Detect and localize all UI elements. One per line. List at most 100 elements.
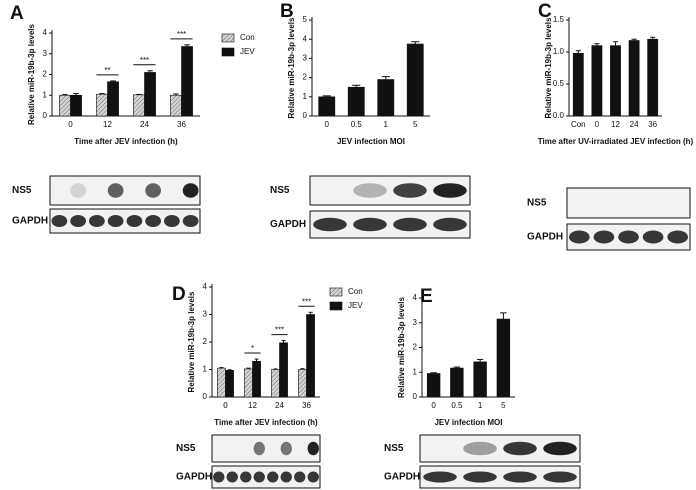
y-axis-label: Relative miR-19b-3p levels	[544, 17, 553, 118]
x-tick-label: 0	[431, 401, 436, 410]
x-tick-label: 36	[302, 401, 311, 410]
bar	[318, 96, 336, 117]
blot-band	[313, 217, 347, 232]
y-tick-label: 3	[203, 310, 208, 319]
error-bar	[254, 358, 259, 362]
blot-band	[253, 441, 265, 456]
bar	[59, 94, 71, 117]
blot-band	[568, 230, 590, 244]
blot-band	[307, 471, 319, 483]
y-tick-label: 2	[413, 343, 418, 352]
blot-band	[182, 215, 199, 227]
panel-label: A	[10, 3, 24, 24]
error-bar	[281, 340, 286, 343]
blot-band	[667, 230, 689, 244]
bar	[572, 52, 584, 117]
blot-band	[503, 471, 537, 483]
blot-band	[294, 471, 306, 483]
blot-band	[433, 217, 467, 232]
bar	[426, 373, 441, 398]
bar	[225, 370, 234, 398]
legend-label: Con	[348, 287, 363, 296]
blot-band	[593, 230, 615, 244]
x-axis-label: Time after JEV infection (h)	[214, 418, 318, 427]
error-bar	[99, 93, 105, 95]
significance-label: ***	[275, 326, 284, 335]
blot-panel	[211, 465, 321, 489]
blot-label: GAPDH	[12, 216, 48, 227]
bar	[144, 72, 156, 117]
significance-label: **	[104, 66, 110, 75]
bar	[347, 86, 365, 117]
blot-band	[353, 183, 387, 198]
x-tick-label: 0.5	[451, 401, 463, 410]
blot-panel	[211, 434, 321, 463]
x-tick-label: 12	[103, 120, 112, 129]
y-tick-label: 2	[43, 70, 48, 79]
y-axis-label: Relative miR-19b-3p levels	[287, 17, 296, 118]
blot-band	[463, 471, 497, 483]
error-bar	[575, 50, 581, 54]
panel-label: C	[538, 1, 552, 22]
blot-band	[89, 215, 105, 227]
x-axis-label: Time after JEV infection (h)	[74, 137, 178, 146]
legend-swatch	[329, 287, 343, 297]
blot-band	[353, 217, 387, 232]
x-tick-label: 0	[68, 120, 73, 129]
x-tick-label: 36	[648, 120, 657, 129]
y-tick-label: 2	[303, 73, 308, 82]
x-tick-label: 5	[501, 401, 506, 410]
blot-band	[164, 215, 180, 227]
x-tick-label: 12	[611, 120, 620, 129]
blot-panel	[49, 175, 201, 206]
error-bar	[430, 372, 437, 374]
y-tick-label: 1	[413, 367, 418, 376]
y-axis-label: Relative miR-19b-3p levels	[187, 291, 196, 392]
panel-label: B	[280, 1, 294, 22]
error-bar	[500, 312, 507, 320]
blot-label: GAPDH	[176, 472, 212, 483]
error-bar	[352, 84, 361, 88]
blot-band	[618, 230, 639, 244]
significance-label: ***	[302, 297, 311, 306]
y-tick-label: 0	[413, 392, 418, 401]
significance-label: *	[251, 344, 254, 353]
x-tick-label: 1	[478, 401, 483, 410]
bar	[298, 369, 307, 398]
blot-label: GAPDH	[384, 472, 420, 483]
x-tick-label: 1	[384, 120, 389, 129]
y-tick-label: 4	[413, 293, 418, 302]
x-tick-label: 24	[275, 401, 284, 410]
x-tick-label: 24	[630, 120, 639, 129]
error-bar	[110, 80, 116, 82]
bar	[628, 40, 640, 117]
error-bar	[300, 368, 305, 370]
x-tick-label: 12	[248, 401, 257, 410]
bar	[252, 360, 261, 398]
y-tick-label: 0	[303, 111, 308, 120]
blot-label: NS5	[12, 185, 32, 196]
blot-panel	[566, 187, 691, 219]
bar	[647, 38, 659, 117]
blot-band	[307, 441, 319, 456]
x-axis-label: JEV infection MOI	[434, 418, 502, 427]
blot-band	[543, 471, 577, 483]
blot-band	[642, 230, 664, 244]
x-tick-label: 24	[140, 120, 149, 129]
blot-band	[423, 471, 457, 483]
error-bar	[594, 43, 600, 46]
x-tick-label: 0	[223, 401, 228, 410]
y-tick-label: 0.5	[553, 79, 565, 88]
blot-label: NS5	[527, 198, 547, 209]
error-bar	[308, 311, 313, 315]
blot-band	[253, 471, 265, 483]
blot-band	[463, 441, 497, 456]
bar	[170, 94, 182, 117]
error-bar	[246, 367, 251, 369]
bar	[306, 314, 315, 398]
bar	[377, 79, 395, 117]
blot-band	[280, 471, 292, 483]
error-bar	[453, 366, 461, 369]
blot-band	[393, 183, 427, 198]
significance-label: ***	[140, 56, 149, 65]
